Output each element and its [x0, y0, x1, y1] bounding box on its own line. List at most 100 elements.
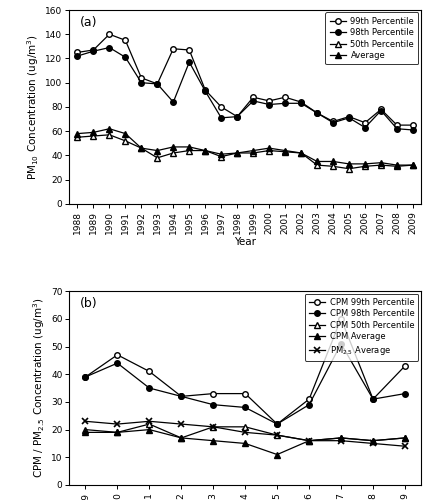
Average	[123, 130, 128, 136]
98th Percentile	[346, 115, 352, 121]
Average	[235, 150, 240, 156]
99th Percentile	[91, 47, 96, 53]
CPM 99th Percentile	[115, 352, 120, 358]
PM$_{2.5}$ Average	[179, 421, 184, 427]
99th Percentile	[395, 122, 400, 128]
PM$_{2.5}$ Average	[275, 432, 280, 438]
CPM 98th Percentile	[243, 404, 248, 410]
99th Percentile	[235, 114, 240, 119]
50th Percentile	[219, 154, 224, 160]
98th Percentile	[171, 99, 176, 105]
Line: CPM 99th Percentile: CPM 99th Percentile	[82, 316, 408, 427]
PM$_{2.5}$ Average	[115, 421, 120, 427]
50th Percentile	[203, 148, 208, 154]
98th Percentile	[411, 127, 416, 133]
99th Percentile	[139, 75, 144, 81]
Y-axis label: PM$_{10}$ Concentration (ug/m$^3$): PM$_{10}$ Concentration (ug/m$^3$)	[25, 34, 41, 180]
Average	[346, 161, 352, 167]
PM$_{2.5}$ Average	[402, 443, 408, 449]
Average	[411, 162, 416, 168]
Average	[107, 126, 112, 132]
CPM 50th Percentile	[210, 424, 216, 430]
Average	[203, 148, 208, 154]
98th Percentile	[330, 120, 335, 126]
50th Percentile	[411, 162, 416, 168]
CPM Average	[210, 438, 216, 444]
99th Percentile	[250, 94, 256, 100]
99th Percentile	[107, 31, 112, 37]
50th Percentile	[187, 148, 192, 154]
CPM 99th Percentile	[147, 368, 152, 374]
CPM 98th Percentile	[147, 385, 152, 391]
CPM 99th Percentile	[371, 396, 376, 402]
PM$_{2.5}$ Average	[339, 438, 344, 444]
CPM Average	[275, 452, 280, 458]
Average	[91, 130, 96, 136]
50th Percentile	[171, 150, 176, 156]
Average	[299, 150, 304, 156]
CPM 99th Percentile	[402, 363, 408, 369]
CPM Average	[306, 438, 312, 444]
Line: PM$_{2.5}$ Average: PM$_{2.5}$ Average	[82, 418, 408, 450]
50th Percentile	[91, 133, 96, 139]
50th Percentile	[123, 138, 128, 144]
98th Percentile	[75, 53, 80, 59]
CPM 98th Percentile	[115, 360, 120, 366]
99th Percentile	[171, 46, 176, 52]
CPM 50th Percentile	[371, 438, 376, 444]
CPM Average	[83, 430, 88, 436]
PM$_{2.5}$ Average	[371, 440, 376, 446]
PM$_{2.5}$ Average	[83, 418, 88, 424]
50th Percentile	[139, 145, 144, 151]
50th Percentile	[378, 162, 384, 168]
Average	[250, 148, 256, 154]
99th Percentile	[330, 118, 335, 124]
99th Percentile	[346, 114, 352, 119]
98th Percentile	[378, 108, 384, 114]
Line: 98th Percentile: 98th Percentile	[75, 45, 416, 132]
CPM 50th Percentile	[83, 426, 88, 432]
50th Percentile	[395, 164, 400, 170]
98th Percentile	[187, 59, 192, 65]
98th Percentile	[155, 81, 160, 87]
Average	[395, 162, 400, 168]
CPM 99th Percentile	[179, 394, 184, 400]
99th Percentile	[219, 104, 224, 110]
X-axis label: Year: Year	[234, 236, 256, 246]
50th Percentile	[315, 162, 320, 168]
99th Percentile	[315, 110, 320, 116]
Average	[330, 158, 335, 164]
Average	[171, 144, 176, 150]
Line: CPM 50th Percentile: CPM 50th Percentile	[82, 422, 408, 444]
99th Percentile	[75, 50, 80, 56]
98th Percentile	[203, 88, 208, 94]
98th Percentile	[235, 114, 240, 119]
Text: (b): (b)	[80, 297, 98, 310]
Legend: CPM 99th Percentile, CPM 98th Percentile, CPM 50th Percentile, CPM Average, PM$_: CPM 99th Percentile, CPM 98th Percentile…	[305, 294, 418, 361]
Average	[187, 144, 192, 150]
50th Percentile	[235, 150, 240, 156]
50th Percentile	[346, 166, 352, 172]
Legend: 99th Percentile, 98th Percentile, 50th Percentile, Average: 99th Percentile, 98th Percentile, 50th P…	[326, 12, 418, 64]
CPM Average	[371, 438, 376, 444]
Average	[155, 148, 160, 154]
Average	[362, 161, 368, 167]
Average	[266, 145, 272, 151]
CPM 98th Percentile	[83, 374, 88, 380]
PM$_{2.5}$ Average	[243, 430, 248, 436]
CPM Average	[179, 435, 184, 441]
50th Percentile	[283, 149, 288, 155]
CPM 98th Percentile	[275, 421, 280, 427]
CPM 98th Percentile	[179, 394, 184, 400]
Line: 50th Percentile: 50th Percentile	[75, 132, 416, 172]
50th Percentile	[299, 150, 304, 156]
CPM 99th Percentile	[339, 316, 344, 322]
CPM 99th Percentile	[275, 421, 280, 427]
CPM Average	[243, 440, 248, 446]
CPM Average	[339, 435, 344, 441]
CPM 50th Percentile	[339, 435, 344, 441]
Average	[378, 160, 384, 166]
CPM Average	[147, 426, 152, 432]
CPM 98th Percentile	[306, 402, 312, 407]
98th Percentile	[250, 98, 256, 104]
